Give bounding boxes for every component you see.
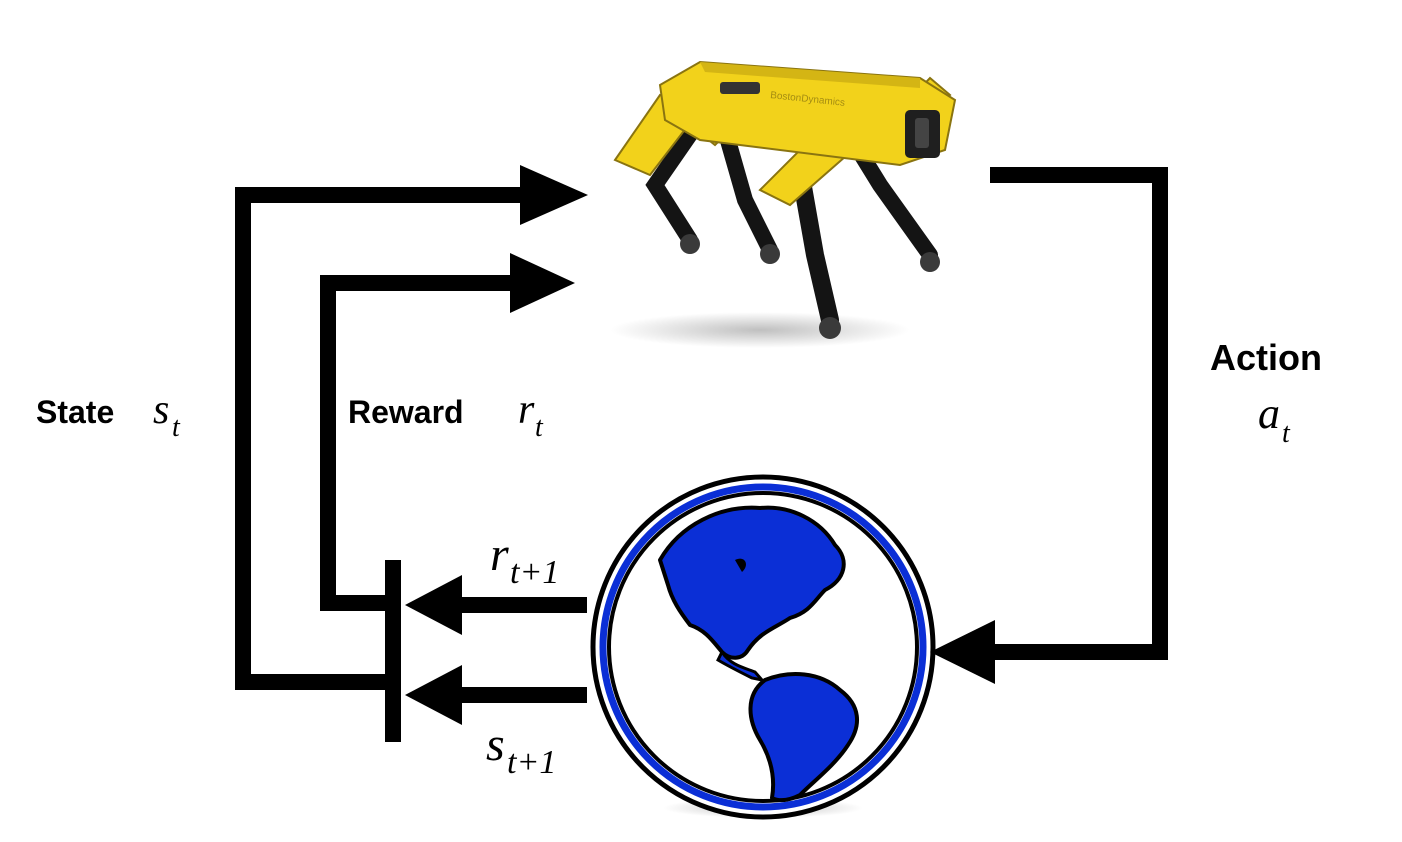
next-reward-label: r t+1	[490, 528, 559, 591]
action-label-subscript: t	[1282, 418, 1291, 449]
state-label-subscript: t	[172, 412, 181, 443]
reward-label-subscript: t	[535, 412, 544, 443]
globe-blue-ring	[599, 483, 927, 811]
next-state-subscript: t+1	[507, 744, 556, 781]
robot-feet	[680, 234, 940, 339]
robot-camera	[915, 118, 929, 148]
reward-loop-line	[320, 275, 515, 611]
south-america	[748, 672, 860, 803]
hudson-bay	[735, 558, 746, 572]
state-label: State s t	[36, 387, 181, 443]
next-reward-arrowhead	[405, 575, 462, 635]
next-state-arrowhead	[405, 665, 462, 725]
arrowheads	[405, 165, 995, 725]
globe-environment	[590, 474, 936, 820]
next-state-symbol: s	[486, 718, 505, 771]
robot-port	[720, 82, 760, 94]
state-loop-line	[235, 187, 525, 690]
north-america	[658, 505, 846, 660]
next-reward-symbol: r	[490, 528, 509, 581]
next-state-label: s t+1	[486, 718, 556, 781]
action-arrowhead	[930, 620, 995, 684]
robot-shadow	[610, 312, 910, 348]
next-reward-subscript: t+1	[510, 554, 559, 591]
reward-arrowhead	[510, 253, 575, 313]
action-label-word: Action	[1210, 337, 1322, 378]
action-loop-line	[990, 167, 1168, 660]
state-label-word: State	[36, 394, 114, 430]
robot-dog-agent: BostonDynamics	[610, 60, 957, 348]
state-label-symbol: s	[153, 387, 169, 433]
feedback-connectors	[235, 167, 1168, 742]
central-america	[716, 648, 767, 683]
reward-label: Reward r t	[348, 387, 544, 443]
robot-body-top	[700, 62, 920, 88]
reward-label-symbol: r	[518, 387, 535, 433]
reward-label-word: Reward	[348, 394, 464, 430]
state-arrowhead	[520, 165, 588, 225]
action-label: Action a t	[1210, 337, 1322, 449]
action-label-symbol: a	[1258, 389, 1280, 438]
